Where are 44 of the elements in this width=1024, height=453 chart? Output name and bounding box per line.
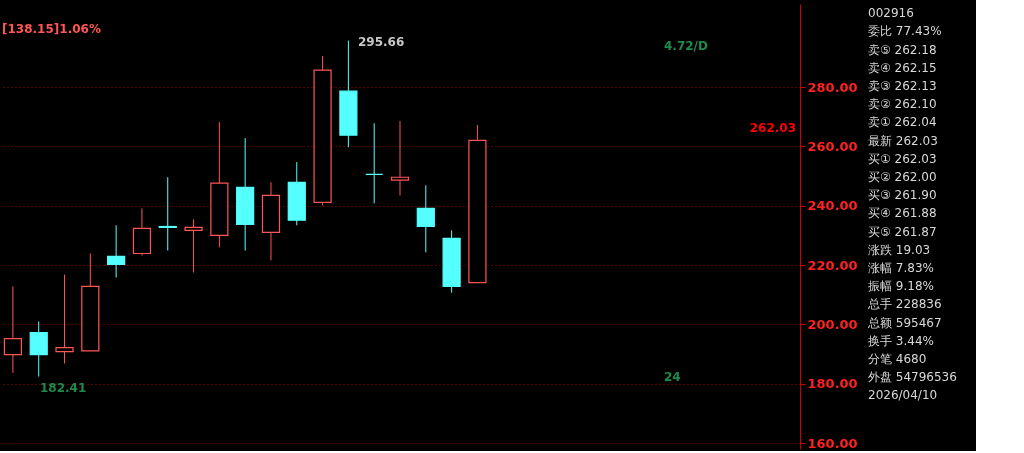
text: 振幅 9.18% <box>868 279 934 294</box>
text: 最新 262.03 <box>868 133 938 148</box>
text: 总手 228836 <box>867 297 942 312</box>
candlestick <box>390 120 410 196</box>
candlestick <box>158 176 177 252</box>
text: 外盘 54796536 <box>868 370 957 385</box>
y-tick-label: 240.00 <box>807 198 858 214</box>
text: 买④ 261.88 <box>868 206 937 221</box>
annotation: 24 <box>664 370 681 384</box>
text: 买① 262.03 <box>868 151 937 166</box>
text: 分笔 4680 <box>868 351 927 366</box>
candlestick <box>184 218 203 273</box>
text: 买③ 261.90 <box>868 188 937 203</box>
text: 买⑤ 261.87 <box>868 224 937 239</box>
y-tick-label: 220.00 <box>807 257 858 273</box>
annotation: 262.03 <box>749 121 796 135</box>
y-tick-label: 160.00 <box>807 435 858 451</box>
annotation: 4.72/D <box>664 39 708 53</box>
text: 委比 77.43% <box>868 24 942 39</box>
text: 买② 262.00 <box>868 169 937 184</box>
candlestick <box>29 320 48 378</box>
text: 卖② 262.10 <box>868 97 937 112</box>
candlestick <box>107 224 126 279</box>
candlestick <box>3 285 22 374</box>
text: 卖④ 262.15 <box>868 60 937 75</box>
text: 002916 <box>868 6 914 21</box>
candlestick <box>55 274 74 365</box>
text: 换手 3.44% <box>868 333 934 348</box>
text: 总额 595467 <box>867 315 942 330</box>
annotation: [138.15]1.06% <box>2 22 101 36</box>
text: 卖① 262.04 <box>868 115 937 130</box>
text: 涨幅 7.83% <box>868 260 934 275</box>
text: 2026/04/10 <box>868 388 938 403</box>
text: 涨跌 19.03 <box>868 242 931 257</box>
candlestick <box>365 122 384 204</box>
y-tick-label: 180.00 <box>807 376 858 392</box>
annotation: 182.41 <box>40 381 87 395</box>
annotation: 295.66 <box>358 35 405 49</box>
text: 卖⑤ 262.18 <box>868 42 937 57</box>
candlestick <box>416 184 435 253</box>
text: 卖③ 262.13 <box>868 78 937 93</box>
y-tick-label: 280.00 <box>807 79 858 95</box>
y-tick-label: 200.00 <box>807 316 858 332</box>
y-tick-label: 260.00 <box>807 138 858 154</box>
